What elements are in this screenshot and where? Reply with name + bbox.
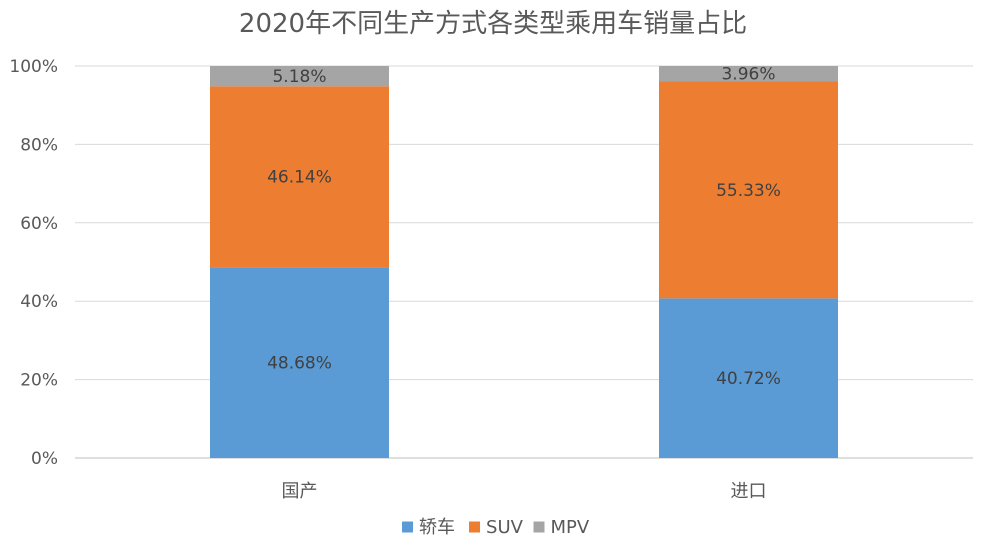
data-label: 40.72% [716, 369, 781, 389]
legend-item: 轿车 [402, 517, 455, 538]
x-axis: 国产 进口 [282, 481, 767, 502]
bar-segment [659, 81, 838, 299]
legend-label: 轿车 [419, 517, 455, 538]
data-label: 3.96% [721, 65, 775, 85]
data-label: 55.33% [716, 181, 781, 201]
bar-segment [659, 66, 838, 82]
legend-item: SUV [469, 517, 524, 538]
y-tick-label: 40% [20, 292, 58, 312]
legend: 轿车 SUV MPV [402, 517, 590, 538]
bar-segment [210, 86, 389, 268]
data-label: 48.68% [267, 354, 332, 374]
data-label: 5.18% [272, 67, 326, 87]
gridlines [75, 65, 973, 459]
legend-item: MPV [533, 517, 590, 538]
legend-label: MPV [551, 517, 590, 538]
chart-title: 2020年不同生产方式各类型乘用车销量占比 [239, 9, 747, 39]
y-tick-label: 100% [9, 57, 58, 77]
y-tick-label: 0% [31, 449, 58, 469]
legend-swatch [469, 521, 481, 533]
x-tick-label: 国产 [282, 481, 318, 502]
bar-segment [210, 267, 389, 458]
x-tick-label: 进口 [731, 481, 767, 502]
legend-swatch [533, 521, 545, 533]
y-tick-label: 20% [20, 371, 58, 391]
bar-segment [659, 298, 838, 458]
y-axis: 0% 20% 40% 60% 80% 100% [9, 57, 58, 469]
legend-swatch [402, 521, 414, 533]
bar-segment [210, 66, 389, 87]
data-label: 46.14% [267, 168, 332, 188]
legend-label: SUV [486, 517, 524, 538]
bars: 48.68% 46.14% 5.18% 40.72% 55.33% 3.96% [210, 65, 838, 458]
y-tick-label: 80% [20, 135, 58, 155]
y-tick-label: 60% [20, 214, 58, 234]
